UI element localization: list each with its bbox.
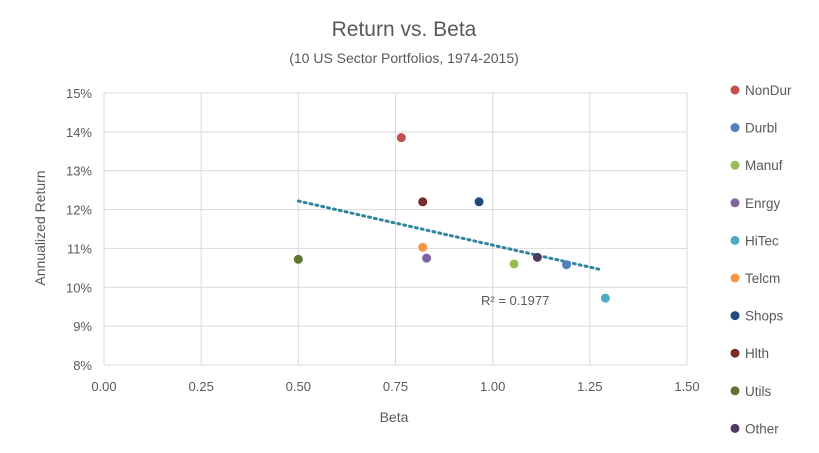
trendline — [296, 199, 603, 272]
chart-subtitle: (10 US Sector Portfolios, 1974-2015) — [289, 50, 519, 66]
trendline-path — [296, 199, 603, 272]
x-tick-label: 1.50 — [674, 379, 699, 394]
x-axis-label: Beta — [380, 409, 409, 425]
x-tick-label: 0.50 — [286, 379, 311, 394]
x-tick-label: 0.00 — [91, 379, 116, 394]
legend-marker-telcm — [730, 273, 740, 283]
legend-marker-shops — [730, 311, 740, 321]
point-hitec — [600, 293, 610, 303]
y-tick-label: 10% — [66, 280, 92, 295]
x-tick-label: 0.25 — [189, 379, 214, 394]
legend-label-nondur: NonDur — [745, 83, 792, 98]
x-tick-label: 0.75 — [383, 379, 408, 394]
chart-title: Return vs. Beta — [332, 18, 477, 41]
point-manuf — [509, 259, 519, 269]
point-durbl — [562, 260, 572, 270]
legend-marker-other — [730, 423, 740, 433]
legend-label-utils: Utils — [745, 384, 771, 399]
legend-label-hlth: Hlth — [745, 346, 769, 361]
gridlines — [103, 92, 688, 366]
y-tick-label: 9% — [73, 319, 92, 334]
legend-label-manuf: Manuf — [745, 158, 783, 173]
y-tick-label: 12% — [66, 203, 92, 218]
y-tick-label: 13% — [66, 164, 92, 179]
legend-label-hitec: HiTec — [745, 233, 779, 248]
y-tick-label: 8% — [73, 358, 92, 373]
legend-label-durbl: Durbl — [745, 121, 777, 136]
point-telcm — [418, 242, 428, 252]
legend-label-telcm: Telcm — [745, 271, 780, 286]
point-hlth — [418, 197, 428, 207]
y-tick-label: 14% — [66, 125, 92, 140]
x-tick-label: 1.25 — [577, 379, 602, 394]
y-axis-label: Annualized Return — [32, 170, 48, 285]
y-tick-label: 11% — [67, 241, 92, 256]
point-nondur — [396, 133, 406, 143]
r-squared-label: R² = 0.1977 — [481, 293, 549, 308]
point-shops — [474, 197, 484, 207]
point-enrgy — [422, 253, 432, 263]
point-other — [532, 252, 542, 262]
legend-label-shops: Shops — [745, 309, 784, 324]
legend: NonDur Durbl Manuf Enrgy HiTec Telcm Shops Hlth… — [730, 83, 792, 436]
point-utils — [293, 254, 303, 264]
y-axis-ticks: 8% 9% 10% 11% 12% 13% 14% 15% — [66, 86, 92, 373]
legend-marker-utils — [730, 386, 740, 396]
legend-marker-manuf — [730, 160, 740, 170]
data-points — [293, 133, 610, 303]
x-axis-ticks: 0.00 0.25 0.50 0.75 1.00 1.25 1.50 — [91, 379, 699, 394]
legend-marker-durbl — [730, 123, 740, 133]
legend-label-enrgy: Enrgy — [745, 196, 781, 211]
legend-marker-hlth — [730, 348, 740, 358]
legend-marker-nondur — [730, 85, 740, 95]
legend-label-other: Other — [745, 421, 779, 436]
x-tick-label: 1.00 — [480, 379, 505, 394]
legend-marker-enrgy — [730, 198, 740, 208]
legend-marker-hitec — [730, 235, 740, 245]
y-tick-label: 15% — [66, 86, 92, 101]
